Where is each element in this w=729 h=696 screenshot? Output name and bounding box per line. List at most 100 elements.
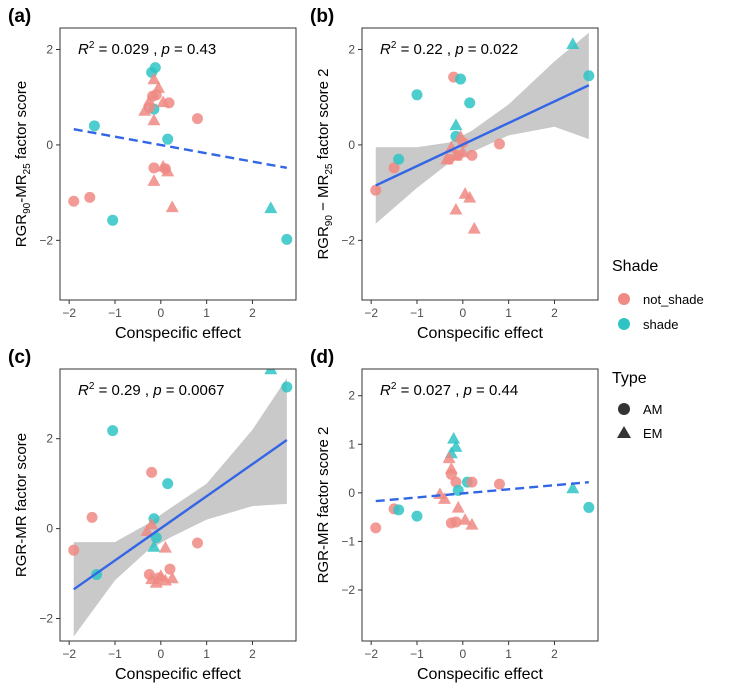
panel-d-y-label-base: RGR-MR [315, 522, 332, 584]
panel-c-point-am-12 [281, 381, 293, 393]
panel-b-point-em-15 [454, 129, 468, 142]
panel-a-plot-area [68, 62, 293, 245]
panel-d-y-tick-label: −1 [341, 534, 355, 548]
panel-b-y-label: RGR90 − MR25 factor score 2 [315, 68, 335, 259]
panel-b-point-em-18 [449, 148, 463, 161]
panel-a-fit-line [73, 127, 288, 169]
panel-d-stats-r2: = 0.027 , [396, 382, 463, 399]
legend-type-title: Type [612, 370, 647, 387]
panel-c-y-label-base: RGR-MR [13, 515, 30, 577]
panel-c-point-am-8 [191, 537, 203, 549]
panel-d-point-am-12 [583, 501, 595, 513]
panel-b-plot-area [370, 32, 595, 234]
panel-b-stats: R2 = 0.22 , p = 0.022 [380, 40, 518, 58]
panel-c-point-am-4 [146, 466, 158, 478]
panel-c-stats-r2: = 0.29 , [94, 382, 153, 399]
panel-a-stats-sq: 2 [89, 40, 95, 51]
panel-c-point-em-21 [149, 576, 163, 588]
panel-b-stats-p: = 0.022 [464, 41, 519, 58]
panel-c-frame [59, 368, 297, 642]
panel-b-point-em-22 [449, 202, 463, 215]
panel-c-stats-r: R [78, 382, 89, 399]
panel-b: (b) −2 −1 0 1 2 −2 0 2 Conspecific effect RGR90 − … [310, 6, 599, 342]
panel-b-point-am-1 [388, 162, 400, 174]
legend-am-label: AM [643, 402, 663, 417]
panel-c-x-label: Conspecific effect [115, 666, 242, 683]
panel-b-point-am-3 [411, 89, 423, 101]
panel-a-point-am-12 [162, 133, 174, 145]
panel-c-stats-p-sym: p [152, 382, 161, 399]
panel-d-point-am-9 [493, 478, 505, 490]
legend-shade-title: Shade [612, 258, 658, 275]
panel-a-tag: (a) [8, 6, 31, 27]
panel-b-point-em-19 [456, 145, 470, 158]
panel-c: (c) −2 −1 0 1 2 −2 0 2 Conspecific effect RGR-MR f… [8, 347, 297, 683]
panel-b-frame [361, 27, 599, 301]
panel-d-x-label: Conspecific effect [417, 666, 544, 683]
panel-a-y-label-sub2: 25 [22, 163, 33, 175]
panel-b-x-tick-label: −1 [410, 306, 424, 320]
panel-b-stats-sq: 2 [391, 40, 397, 51]
panel-a-point-em-20 [138, 104, 152, 116]
panel-a-point-am-11 [191, 113, 203, 125]
panel-d-fit-line [375, 480, 589, 503]
panel-b-y-label-mid: − MR [315, 174, 332, 215]
panel-a-stats-r2: = 0.029 , [94, 41, 161, 58]
panel-b-point-am-5 [455, 73, 467, 85]
panel-d-stats: R2 = 0.027 , p = 0.44 [380, 381, 518, 399]
panel-c-point-em-13 [140, 524, 154, 537]
panel-a-x-tick-label: 2 [249, 306, 256, 320]
panel-d-stats-r: R [380, 382, 391, 399]
panel-c-x-tick-label: −1 [108, 647, 122, 661]
panel-a-y-label-sub1: 90 [22, 202, 33, 214]
panel-c-x-tick-label: −2 [62, 647, 76, 661]
panel-c-y-label-tail: factor score [13, 433, 30, 516]
panel-c-point-am-11 [164, 563, 176, 575]
panel-b-point-em-24 [566, 37, 580, 49]
panel-d-stats-p-sym: p [463, 382, 472, 399]
panel-a-stats-r: R [78, 41, 89, 58]
panel-a-point-em-18 [142, 94, 156, 107]
panel-c-y-tick-label: 2 [46, 432, 53, 446]
panel-b-x-label: Conspecific effect [417, 325, 544, 342]
panel-a-y-label-mid: -MR [13, 174, 30, 202]
panel-d-y-label-tail: factor score 2 [315, 427, 332, 522]
panel-c-point-am-1 [86, 511, 98, 523]
panel-b-stats-r2: = 0.22 , [396, 41, 455, 58]
panel-b-x-tick-label: 0 [459, 306, 466, 320]
panel-a-x-tick-label: −2 [62, 306, 76, 320]
panel-d-point-am-11 [450, 516, 462, 528]
panel-b-y-label-sub2: 25 [324, 163, 335, 175]
panel-d-y-tick-label: 0 [348, 486, 355, 500]
panel-a-y-tick-label: 2 [46, 42, 53, 56]
panel-c-tag: (c) [8, 347, 31, 368]
panel-b-point-am-13 [583, 70, 595, 82]
legend-em-swatch [617, 426, 631, 438]
panel-b-point-am-0 [370, 184, 382, 196]
panel-c-point-em-16 [158, 540, 172, 553]
panel-b-stats-r: R [380, 41, 391, 58]
panel-b-point-am-6 [464, 97, 476, 109]
panel-d-stats-sq: 2 [391, 381, 397, 392]
panel-c-point-em-15 [147, 540, 161, 552]
panel-a-x-tick-label: −1 [108, 306, 122, 320]
panel-a-stats-p: = 0.43 [170, 41, 216, 58]
panel-a-point-am-0 [68, 195, 80, 207]
panel-a-point-am-2 [88, 120, 100, 132]
panel-a-point-am-1 [84, 191, 96, 203]
panel-b-point-em-23 [467, 221, 481, 234]
panel-a-point-am-3 [107, 214, 119, 226]
panel-b-fit-line [375, 84, 590, 187]
panel-c-point-em-22 [264, 369, 278, 375]
legend-shade-swatch [618, 318, 630, 330]
panel-b-x-tick-label: 2 [551, 306, 558, 320]
panel-d-frame [361, 368, 599, 642]
panel-a-point-em-25 [165, 200, 179, 213]
panel-d-tag: (d) [310, 347, 334, 368]
panel-c-x-tick-label: 1 [203, 647, 210, 661]
legend-shade-label: shade [643, 317, 678, 332]
panel-b-y-tick-label: 2 [348, 42, 355, 56]
panel-a-y-tick-label: 0 [46, 138, 53, 152]
